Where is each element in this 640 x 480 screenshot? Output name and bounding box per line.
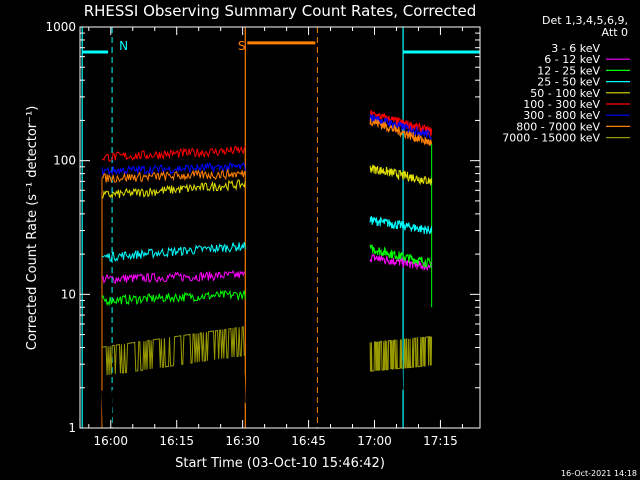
x-tick-label-17:15: 17:15 <box>423 434 458 448</box>
series-4-segment-2-line <box>369 215 433 235</box>
legend-header-1: Det 1,3,4,5,6,9, <box>542 14 628 27</box>
legend-label-4: 25 - 50 keV <box>537 76 600 89</box>
series-5-segment-2-line <box>369 164 433 186</box>
legend-label-5: 50 - 100 keV <box>530 87 600 100</box>
y-axis-label: Corrected Count Rate (s⁻¹ detector⁻¹) <box>25 106 40 351</box>
series-4-segment-1-line <box>101 242 246 262</box>
legend-label-8: 800 - 7000 keV <box>516 120 600 133</box>
x-tick-label-16:15: 16:15 <box>159 434 194 448</box>
y-tick-label-1000: 1000 <box>45 20 76 34</box>
series-9-segment-2-line <box>369 336 433 372</box>
chart-title: RHESSI Observing Summary Count Rates, Co… <box>84 2 477 20</box>
x-tick-label-17:00: 17:00 <box>357 434 392 448</box>
legend-label-6: 100 - 300 keV <box>523 98 600 111</box>
x-tick-label-16:00: 16:00 <box>93 434 128 448</box>
x-tick-label-16:45: 16:45 <box>291 434 326 448</box>
legend-label-2: 6 - 12 keV <box>544 53 600 66</box>
series-2-segment-1-line <box>101 269 246 285</box>
series-3-segment-1-line <box>101 289 246 307</box>
series-1-segment-1-line <box>101 373 246 428</box>
annotation-n: N <box>119 39 128 53</box>
series-7-segment-1-line <box>101 161 246 177</box>
series-7-segment-2-line <box>369 114 432 140</box>
series-9-segment-1-line <box>101 326 246 376</box>
series-6-segment-1-line <box>101 145 246 163</box>
timestamp: 16-Oct-2021 14:18 <box>561 469 637 478</box>
plot-frame <box>79 26 481 429</box>
legend-header-2: Att 0 <box>602 26 628 39</box>
y-tick-label-10: 10 <box>61 287 76 301</box>
x-axis-label: Start Time (03-Oct-10 15:46:42) <box>175 456 385 471</box>
x-tick-label-16:30: 16:30 <box>225 434 260 448</box>
axes: 16:00 16:15 16:30 16:45 17:00 17:15 1 10 100 1000 <box>45 20 481 448</box>
series-8-segment-1-line <box>101 167 246 184</box>
annotation-s: S <box>238 39 246 53</box>
y-tick-label-100: 100 <box>53 154 76 168</box>
legend-label-7: 300 - 800 keV <box>523 109 600 122</box>
y-tick-label-1: 1 <box>68 421 76 435</box>
series-5-segment-1-line <box>101 179 246 200</box>
legend-label-9: 7000 - 15000 keV <box>502 132 600 145</box>
series-8-segment-2-line <box>369 118 433 146</box>
legend-label-1: 3 - 6 keV <box>551 42 600 55</box>
legend-label-3: 12 - 25 keV <box>537 64 600 77</box>
series-3-segment-2-line <box>369 244 433 269</box>
